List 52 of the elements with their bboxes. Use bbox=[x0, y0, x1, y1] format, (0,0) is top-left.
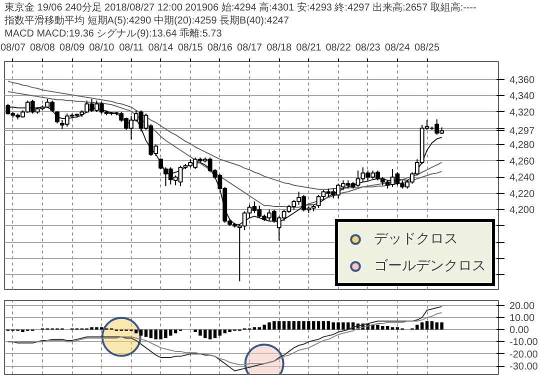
x-tick-label: 08/17 bbox=[237, 42, 262, 54]
bar bbox=[218, 330, 222, 336]
legend-label: デッドクロス bbox=[374, 229, 458, 248]
bar bbox=[282, 321, 286, 330]
y-tick-label: 4,340 bbox=[510, 91, 535, 102]
y-tick-label: 4,220 bbox=[510, 188, 535, 200]
bar bbox=[144, 330, 148, 337]
x-tick-label: 08/22 bbox=[326, 42, 352, 54]
x-tick-label: 08/11 bbox=[119, 42, 144, 54]
legend-label: ゴールデンクロス bbox=[374, 256, 486, 275]
bar bbox=[174, 330, 178, 334]
x-tick-label: 08/09 bbox=[60, 42, 85, 54]
x-tick-label: 08/23 bbox=[355, 42, 381, 54]
y-tick-label: 4,280 bbox=[510, 140, 535, 152]
x-tick-label: 08/08 bbox=[30, 42, 56, 54]
bar bbox=[252, 327, 256, 330]
bar bbox=[390, 327, 394, 330]
y-tick-label: -20.00 bbox=[510, 349, 538, 360]
y-tick-label: 10.00 bbox=[510, 312, 535, 324]
y-tick-label: -10.00 bbox=[510, 337, 538, 348]
x-tick-label: 08/16 bbox=[207, 42, 233, 54]
y-tick-label: 4,260 bbox=[510, 156, 535, 168]
x-tick-label: 08/10 bbox=[89, 42, 115, 54]
y-tick-label: 20.00 bbox=[510, 300, 535, 312]
y-tick-label: 4,360 bbox=[510, 74, 535, 86]
x-tick-label: 08/14 bbox=[148, 42, 174, 54]
chart-subtitle: 指数平滑移動平均 短期A(5):4290 中期(20):4259 長期B(40):4247 bbox=[4, 14, 290, 26]
bar bbox=[322, 321, 326, 330]
candlestick bbox=[55, 110, 60, 124]
bar bbox=[425, 321, 429, 330]
y-tick-label: 4,320 bbox=[510, 107, 535, 118]
y-tick-label: 4,200 bbox=[510, 205, 535, 216]
x-tick-label: 08/07 bbox=[0, 42, 26, 54]
x-tick-label: 08/21 bbox=[296, 42, 322, 54]
x-tick-label: 08/24 bbox=[384, 42, 410, 54]
x-tick-label: 08/15 bbox=[178, 42, 204, 54]
bar bbox=[287, 321, 291, 330]
chart-title: 東京金 19/06 240分足 2018/08/27 12:00 201906 始:4294 高:4301 安:4293 終:4297 出来高:2657 取組高:---- bbox=[4, 2, 476, 14]
bar bbox=[213, 330, 217, 338]
x-tick-label: 08/18 bbox=[266, 42, 292, 54]
bar bbox=[139, 330, 143, 336]
bar bbox=[316, 321, 320, 330]
y-tick-label: 4,240 bbox=[510, 172, 535, 184]
x-tick-label: 08/25 bbox=[414, 42, 440, 54]
bar bbox=[430, 321, 434, 330]
text: MACD MACD:19.36 シグナル(9):13.64 乖離:5.73 bbox=[4, 28, 222, 40]
y-tick-label: -30.00 bbox=[510, 362, 538, 373]
y-tick-label: 0.00 bbox=[510, 325, 530, 336]
bar bbox=[149, 330, 153, 338]
y-tick-label: 4,297 bbox=[510, 126, 535, 138]
line-series bbox=[7, 312, 442, 366]
bar bbox=[396, 327, 400, 330]
